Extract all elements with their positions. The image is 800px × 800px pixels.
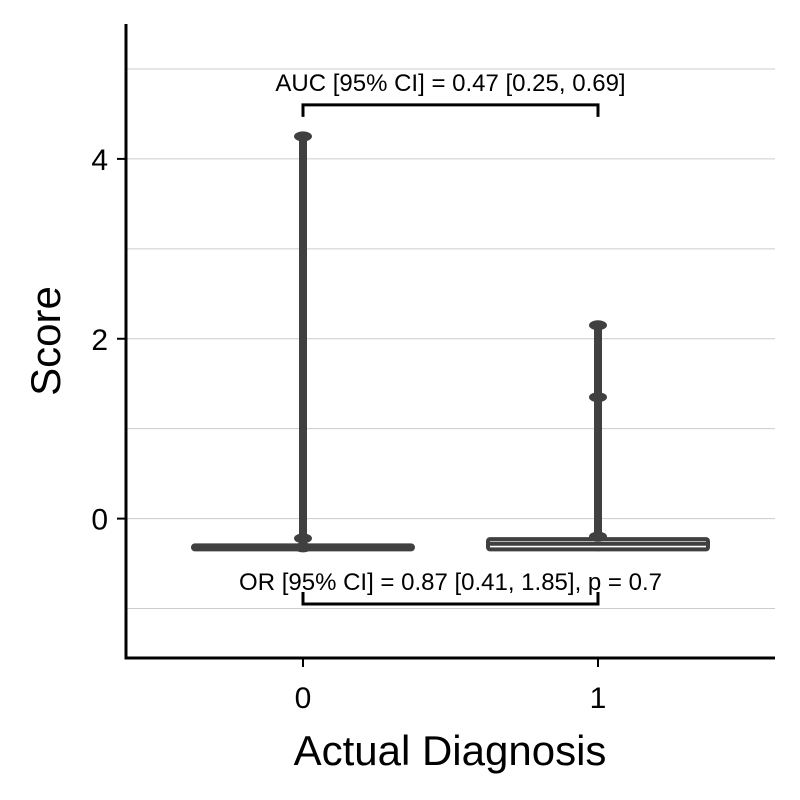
x-axis-title: Actual Diagnosis [294, 727, 607, 774]
data-point [589, 320, 607, 331]
bracket-auc [301, 103, 600, 117]
data-point [294, 533, 312, 544]
annotations: AUC [95% CI] = 0.47 [0.25, 0.69] OR [95% … [239, 70, 662, 606]
x-tick-label: 1 [590, 682, 607, 715]
y-tick-label: 4 [91, 144, 108, 177]
y-tick-label: 2 [91, 324, 108, 357]
bracket-or [301, 592, 600, 606]
plot-area [191, 131, 710, 553]
data-point [589, 392, 607, 403]
grid-lines [126, 68, 775, 610]
axes [124, 24, 775, 660]
data-point [294, 542, 312, 553]
annotation-auc: AUC [95% CI] = 0.47 [0.25, 0.69] [275, 70, 625, 97]
data-point [294, 131, 312, 142]
y-tick-label: 0 [91, 504, 108, 537]
annotation-or: OR [95% CI] = 0.87 [0.41, 1.85], p = 0.7 [239, 569, 662, 596]
x-tick-label: 0 [295, 682, 312, 715]
y-axis-title: Score [22, 286, 69, 396]
tick-labels: 0 2 4 0 1 [91, 144, 606, 715]
data-point [589, 531, 607, 542]
